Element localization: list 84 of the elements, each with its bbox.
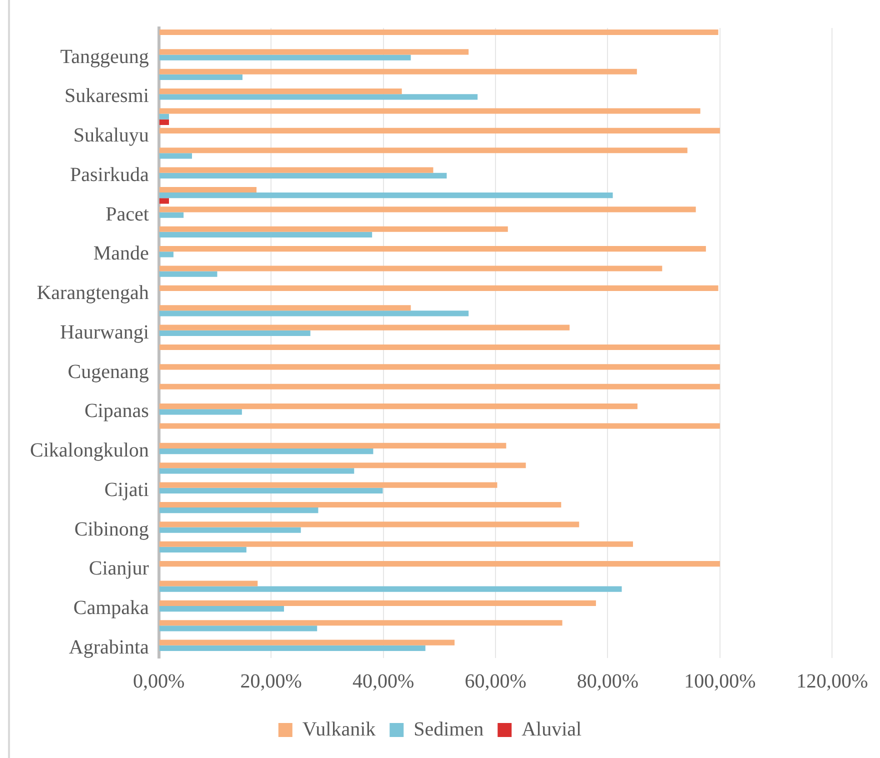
bar <box>159 527 301 533</box>
bar <box>159 645 426 651</box>
y-tick-label: Cugenang <box>68 360 149 383</box>
bar <box>159 186 257 193</box>
bar <box>159 49 469 55</box>
bar <box>159 212 184 218</box>
y-tick-label: Cibinong <box>74 518 149 540</box>
y-tick-label: Cikalongkulon <box>30 440 149 462</box>
bar <box>159 508 318 514</box>
y-tick-label: Haurwangi <box>60 321 150 344</box>
y-tick-label: Campaka <box>73 597 150 620</box>
bar <box>159 206 696 212</box>
y-tick-label: Sukaluyu <box>73 124 149 147</box>
y-tick-label: Karangtengah <box>36 282 149 304</box>
bar <box>159 468 354 474</box>
bar <box>159 344 720 350</box>
x-tick-label: 40,00% <box>352 670 414 692</box>
bar <box>159 305 411 311</box>
bar <box>159 404 638 410</box>
bar <box>159 172 447 178</box>
x-tick-label: 100,00% <box>684 670 756 692</box>
x-tick-label: 0,00% <box>133 670 185 692</box>
bar <box>159 167 434 173</box>
bar <box>159 285 718 291</box>
bar <box>159 310 469 316</box>
x-tick-label: 60,00% <box>464 670 526 692</box>
bar <box>159 448 374 454</box>
bar <box>159 561 720 567</box>
y-tick-label: Sukaresmi <box>64 85 150 108</box>
bar <box>159 108 700 114</box>
bar <box>159 586 622 592</box>
bar <box>159 462 526 468</box>
bar <box>159 266 662 272</box>
x-tick-label: 20,00% <box>240 670 302 692</box>
bar <box>159 580 258 586</box>
bar <box>159 29 718 36</box>
bar <box>159 546 246 553</box>
bar <box>159 324 570 330</box>
bar <box>159 364 720 370</box>
bar <box>159 423 720 429</box>
bar <box>159 226 508 232</box>
bar <box>159 442 506 448</box>
bar <box>159 271 218 277</box>
bar <box>159 94 478 100</box>
bar <box>159 330 310 336</box>
bar <box>159 541 633 547</box>
bar <box>159 488 383 494</box>
legend-label: Sedimen <box>414 718 484 740</box>
bar <box>159 409 242 415</box>
bar <box>159 114 169 120</box>
bar <box>159 502 562 508</box>
bar <box>159 252 174 258</box>
y-tick-label: Mande <box>93 242 149 265</box>
bar <box>159 600 596 606</box>
y-tick-label: Agrabinta <box>68 636 149 658</box>
bar <box>159 54 411 60</box>
bar <box>159 606 284 612</box>
bar <box>159 640 455 646</box>
bar <box>159 620 562 626</box>
bar <box>159 119 169 125</box>
bar <box>159 246 706 252</box>
bar <box>159 68 637 74</box>
legend-label: Vulkanik <box>302 718 376 740</box>
bar <box>159 88 402 94</box>
bar <box>159 232 372 238</box>
x-tick-label: 120,00% <box>796 670 868 692</box>
bar <box>159 128 720 134</box>
bar <box>159 522 580 528</box>
y-tick-label: Cijati <box>104 478 150 501</box>
bar <box>159 626 318 632</box>
bar <box>159 74 242 80</box>
bar <box>159 153 192 159</box>
y-tick-label: Pasirkuda <box>70 164 149 186</box>
y-tick-label: Cipanas <box>84 400 150 422</box>
bar <box>159 384 720 390</box>
y-tick-label: Pacet <box>106 203 150 226</box>
legend-label: Aluvial <box>522 718 582 740</box>
bar <box>159 482 498 488</box>
y-tick-label: Cianjur <box>88 558 150 580</box>
y-tick-label: Tanggeung <box>60 46 149 68</box>
x-tick-label: 80,00% <box>576 670 639 692</box>
bar <box>159 198 169 204</box>
bar <box>159 192 613 198</box>
bar <box>159 148 688 154</box>
